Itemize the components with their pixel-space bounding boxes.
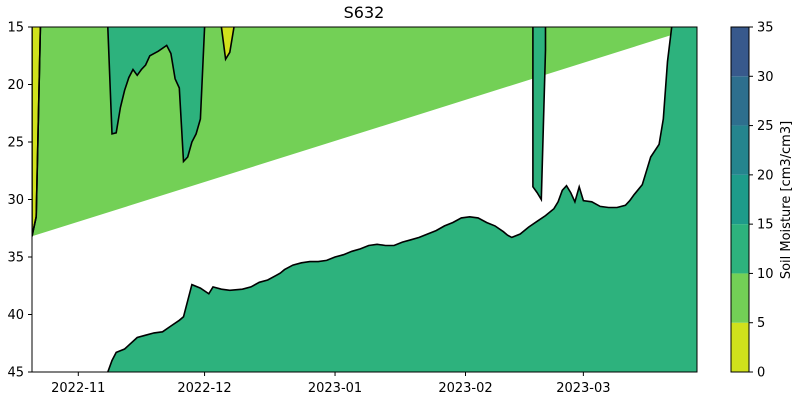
colorbar-tick-label: 25 bbox=[757, 119, 774, 134]
contour-line-4 bbox=[32, 27, 42, 237]
x-tick-label: 2023-01 bbox=[308, 381, 362, 396]
colorbar-swatch bbox=[731, 125, 749, 175]
chart-title: S632 bbox=[344, 3, 385, 22]
contour-region-1 bbox=[107, 27, 697, 372]
colorbar-tick-label: 35 bbox=[757, 21, 774, 36]
colorbar-swatch bbox=[731, 322, 749, 372]
contour-line-3 bbox=[532, 27, 547, 203]
contour-region-4 bbox=[32, 27, 41, 237]
colorbar-swatch bbox=[731, 76, 749, 126]
plot-area bbox=[31, 26, 698, 373]
y-tick-label: 25 bbox=[7, 136, 24, 151]
y-tick-label: 45 bbox=[7, 366, 24, 381]
colorbar-tick-label: 10 bbox=[757, 267, 774, 282]
colorbar-frame bbox=[730, 26, 750, 373]
contour-line-2 bbox=[107, 27, 206, 164]
x-tick-label: 2023-02 bbox=[438, 381, 492, 396]
colorbar-tick-label: 30 bbox=[757, 70, 774, 85]
colorbar-tick-label: 5 bbox=[757, 316, 765, 331]
colorbar-swatch bbox=[731, 27, 749, 77]
contour-line-1 bbox=[107, 27, 673, 372]
y-tick-label: 35 bbox=[7, 251, 24, 266]
y-tick-label: 20 bbox=[7, 78, 24, 93]
contour-line-5 bbox=[220, 27, 235, 62]
contour-region-2 bbox=[107, 27, 205, 162]
colorbar-swatch bbox=[731, 273, 749, 323]
y-axis: 15 20 25 30 35 40 45 bbox=[7, 21, 32, 381]
y-tick-label: 30 bbox=[7, 193, 24, 208]
x-tick-label: 2022-11 bbox=[51, 381, 105, 396]
colorbar-swatch bbox=[731, 224, 749, 274]
colorbar-tick-label: 0 bbox=[757, 366, 765, 381]
y-tick-label: 40 bbox=[7, 308, 24, 323]
colorbar: 0 5 10 15 20 25 30 35 bbox=[730, 21, 774, 381]
colorbar-swatch bbox=[731, 174, 749, 225]
x-axis: 2022-11 2022-12 2023-01 2023-02 2023-03 bbox=[51, 372, 611, 396]
x-tick-label: 2023-03 bbox=[556, 381, 610, 396]
colorbar-tick-label: 20 bbox=[757, 168, 774, 183]
contour-region-5 bbox=[221, 27, 234, 60]
colorbar-tick-label: 15 bbox=[757, 218, 774, 233]
y-tick-label: 15 bbox=[7, 21, 24, 36]
x-tick-label: 2022-12 bbox=[177, 381, 231, 396]
colorbar-label: Soil Moisture [cm3/cm3] bbox=[779, 121, 794, 279]
